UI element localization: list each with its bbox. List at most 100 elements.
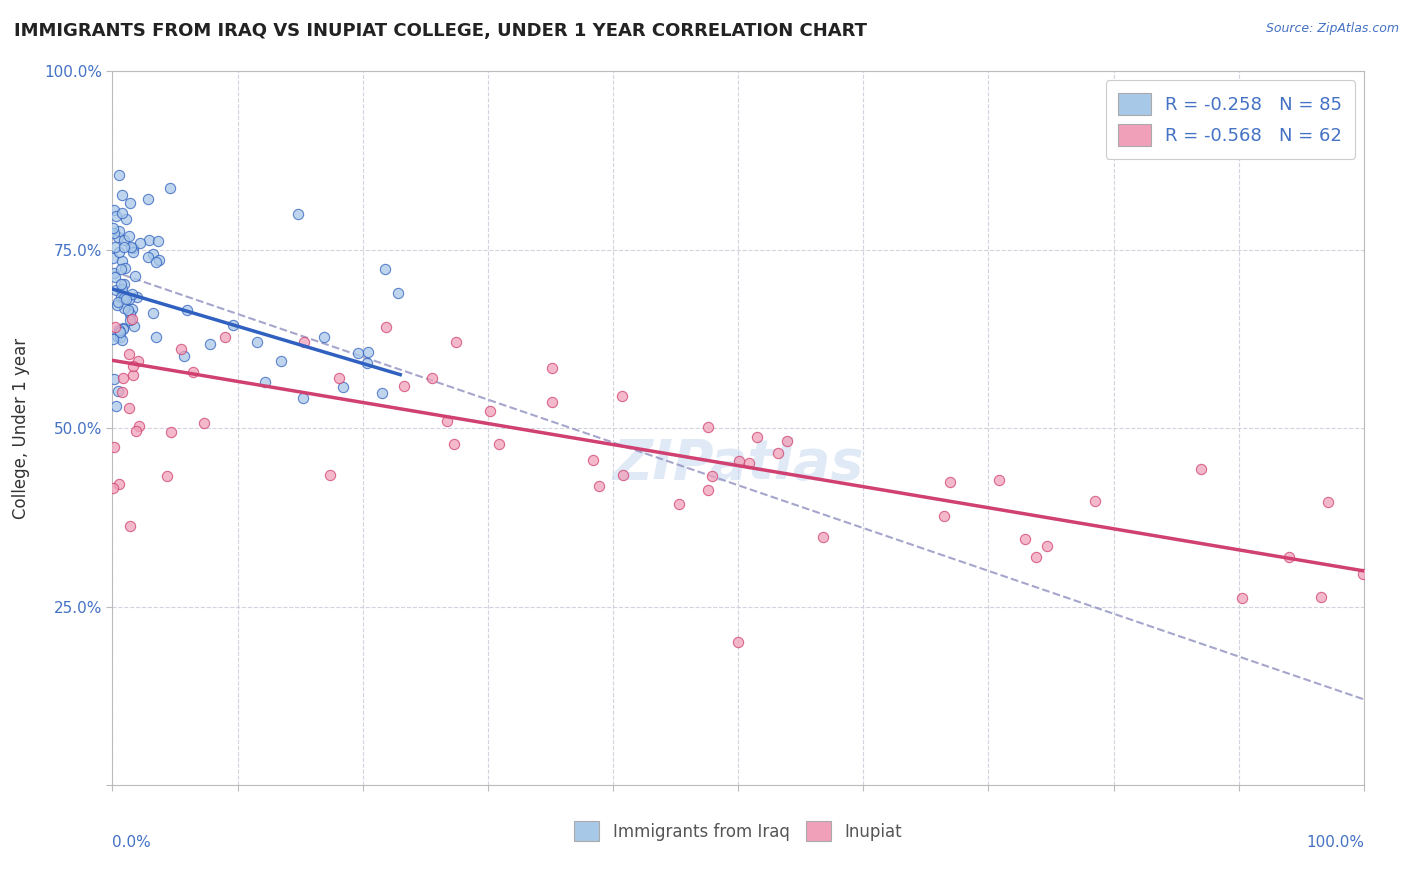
Point (105, 298, 128, 312)
Point (107, 230, 129, 244)
Point (117, 303, 139, 318)
Point (136, 251, 159, 265)
Text: 0.0%: 0.0% (112, 835, 152, 850)
Point (932, 509, 955, 524)
Point (737, 456, 759, 470)
Point (420, 370, 443, 384)
Point (103, 227, 125, 241)
Point (125, 424, 148, 438)
Point (291, 391, 314, 405)
Point (108, 476, 131, 491)
Point (111, 322, 134, 336)
Point (169, 342, 191, 356)
Point (1084, 494, 1107, 508)
Point (101, 333, 124, 347)
Point (121, 312, 143, 326)
Point (121, 245, 143, 260)
Point (110, 284, 132, 298)
Point (124, 319, 146, 334)
Point (105, 399, 128, 413)
Point (173, 349, 195, 363)
Point (728, 454, 751, 468)
Point (1025, 549, 1047, 564)
Point (110, 262, 132, 277)
Point (128, 418, 150, 433)
Point (768, 446, 790, 460)
Point (1014, 532, 1036, 546)
Point (700, 468, 723, 483)
Point (122, 368, 145, 382)
Point (107, 294, 129, 309)
Point (111, 289, 134, 303)
Point (939, 475, 962, 489)
Point (101, 252, 124, 266)
Point (697, 419, 720, 434)
Point (444, 335, 467, 350)
Point (112, 291, 135, 305)
Point (319, 468, 342, 483)
Point (107, 384, 129, 398)
Point (110, 206, 132, 220)
Point (120, 240, 142, 254)
Point (159, 180, 181, 194)
Point (111, 282, 134, 296)
Legend: Immigrants from Iraq, Inupiat: Immigrants from Iraq, Inupiat (568, 814, 908, 848)
Point (118, 401, 141, 416)
Point (118, 307, 141, 321)
Point (104, 270, 127, 285)
Point (122, 242, 145, 256)
Point (111, 371, 134, 385)
Point (121, 302, 143, 317)
Point (747, 430, 769, 444)
Point (443, 437, 465, 451)
Point (111, 334, 134, 348)
Point (118, 196, 141, 211)
Point (668, 497, 690, 511)
Point (110, 385, 132, 400)
Point (111, 254, 134, 268)
Point (160, 425, 183, 439)
Point (110, 290, 132, 304)
Point (138, 233, 160, 247)
Point (374, 320, 396, 334)
Point (436, 414, 458, 428)
Point (117, 229, 139, 244)
Point (127, 354, 149, 368)
Point (588, 479, 610, 493)
Point (541, 395, 564, 409)
Point (104, 320, 127, 334)
Point (697, 483, 720, 497)
Point (357, 345, 380, 359)
Text: ZIPatlas: ZIPatlas (613, 437, 863, 491)
Point (103, 372, 125, 386)
Point (105, 283, 128, 297)
Point (1310, 590, 1333, 604)
Point (103, 266, 125, 280)
Point (222, 318, 245, 332)
Point (142, 246, 165, 260)
Point (120, 313, 142, 327)
Text: 100.0%: 100.0% (1306, 835, 1364, 850)
Point (118, 519, 141, 533)
Point (610, 389, 633, 403)
Point (124, 269, 146, 284)
Point (103, 202, 125, 217)
Point (103, 481, 125, 495)
Point (115, 212, 138, 227)
Point (1353, 566, 1375, 581)
Point (1230, 591, 1253, 605)
Point (156, 469, 179, 483)
Point (105, 329, 128, 343)
Point (270, 354, 292, 368)
Point (582, 452, 605, 467)
Point (813, 530, 835, 544)
Point (146, 234, 169, 248)
Point (181, 365, 204, 379)
Point (374, 262, 396, 277)
Point (108, 224, 131, 238)
Point (392, 378, 415, 392)
Point (246, 334, 269, 349)
Point (121, 359, 143, 373)
Point (541, 361, 564, 376)
Point (612, 467, 634, 482)
